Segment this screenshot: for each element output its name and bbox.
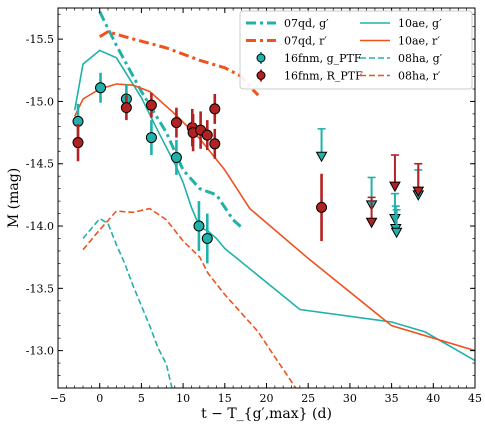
upper-limit-marker <box>389 181 401 193</box>
data-point <box>145 99 157 111</box>
data-point <box>201 232 213 244</box>
series-line-4 <box>82 217 173 388</box>
series-line-3 <box>73 83 475 352</box>
y-axis-label: M (mag) <box>6 168 22 228</box>
data-point <box>145 132 157 144</box>
series-line-1 <box>98 30 260 97</box>
data-point <box>316 201 328 213</box>
data-point <box>201 129 213 141</box>
x-tick-label: −5 <box>50 392 66 405</box>
series-line-0 <box>98 11 243 229</box>
upper-limit-marker <box>390 227 403 239</box>
x-tick-label: 35 <box>385 392 399 405</box>
y-tick-label: -13.0 <box>26 345 54 358</box>
legend-label: 08ha, r′ <box>398 70 441 83</box>
data-point <box>120 102 132 114</box>
legend-label: 10ae, r′ <box>398 35 440 48</box>
legend: 07qd, g′ 07qd, r′ 16fnm, g_PTF 16fnm, R_PTF… <box>239 10 473 90</box>
x-tick-label: 40 <box>426 392 440 405</box>
legend-label: 10ae, g′ <box>398 17 442 30</box>
legend-label: 16fnm, g_PTF <box>284 52 362 65</box>
upper-limit-marker <box>365 217 378 229</box>
y-tick-label: -15.5 <box>26 33 54 46</box>
data-point <box>209 138 221 150</box>
legend-marker <box>256 71 266 80</box>
x-tick-label: 45 <box>468 392 482 405</box>
data-point <box>170 117 182 129</box>
data-point <box>193 220 205 232</box>
series-line-5 <box>82 207 297 388</box>
x-axis-label: t − T_{g′,max} (d) <box>201 406 332 422</box>
y-tick-label: -14.5 <box>26 158 54 171</box>
legend-label: 07qd, g′ <box>284 17 329 30</box>
x-tick-label: 25 <box>301 392 315 405</box>
data-point <box>95 82 107 94</box>
y-tick-label: -15.0 <box>26 95 54 108</box>
x-tick-label: 30 <box>343 392 357 405</box>
x-tick-label: 20 <box>260 392 274 405</box>
legend-box <box>239 10 473 90</box>
upper-limit-marker <box>315 151 328 163</box>
data-point <box>209 103 221 115</box>
legend-marker <box>256 53 266 63</box>
y-tick-label: -13.5 <box>26 282 54 295</box>
plot-area <box>72 11 475 388</box>
data-point <box>72 137 84 149</box>
legend-label: 07qd, r′ <box>284 35 327 48</box>
upper-limit-marker <box>412 186 425 198</box>
x-tick-label: 5 <box>138 392 145 405</box>
x-tick-label: 15 <box>218 392 232 405</box>
series-line-2 <box>73 49 475 362</box>
y-tick-label: -14.0 <box>26 220 54 233</box>
legend-label: 08ha, g′ <box>398 52 443 65</box>
legend-label: 16fnm, R_PTF <box>284 70 363 83</box>
x-tick-label: 10 <box>176 392 190 405</box>
x-tick-label: 0 <box>96 392 103 405</box>
data-point <box>170 152 182 164</box>
axes: −5 0 5 10 15 20 25 30 35 40 45 -15.5 -15.0 -14.5 -14.0… <box>6 8 482 422</box>
